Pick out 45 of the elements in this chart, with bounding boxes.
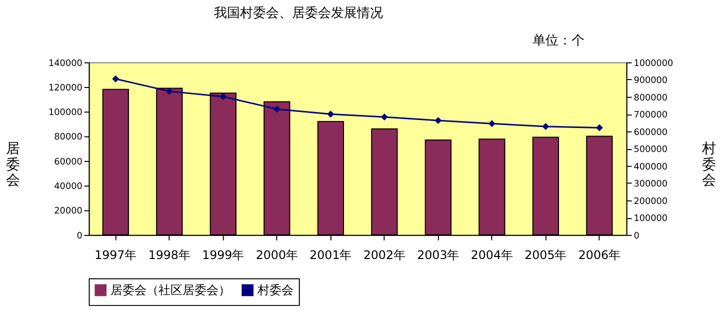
x-tick-label: 2003年: [417, 248, 460, 262]
point: [380, 114, 388, 121]
y-tick-label: 60000: [54, 157, 83, 168]
y2-axis-title: 村委会: [700, 141, 716, 189]
point: [488, 120, 496, 128]
y-tick-label: 100000: [48, 108, 83, 118]
y-tick-label: 40000: [54, 182, 83, 192]
y2-tick-label: 800000: [634, 93, 668, 104]
x-tick-label: 2005年: [524, 248, 567, 262]
point: [542, 123, 550, 130]
x-tick-label: 2001年: [310, 248, 352, 262]
x-tick-label: 1999年: [202, 248, 244, 262]
y2-tick-label: 100000: [634, 214, 668, 224]
y-tick-label: 120000: [48, 83, 83, 94]
y2-tick-label: 300000: [634, 180, 668, 190]
y2-tick-label: 700000: [634, 110, 668, 121]
y2-tick-label: 900000: [634, 76, 668, 86]
point: [434, 116, 442, 124]
point: [112, 75, 120, 82]
legend-label: 居委会（社区居委会）: [110, 283, 230, 298]
legend-label: 村委会: [256, 283, 294, 298]
y2-tick-label: 0: [634, 231, 640, 242]
y2-tick-label: 600000: [634, 128, 668, 138]
x-tick-label: 1998年: [148, 248, 190, 262]
point: [220, 93, 227, 100]
y-tick-label: 140000: [48, 58, 83, 69]
y-tick-label: 80000: [54, 132, 83, 143]
x-tick-label: 2006年: [578, 248, 620, 262]
point: [327, 110, 334, 118]
x-tick-label: 2004年: [470, 248, 513, 262]
x-tick-label: 2000年: [256, 248, 298, 262]
x-tick-label: 1997年: [94, 248, 137, 262]
point: [273, 106, 280, 113]
point: [166, 88, 173, 95]
y2-tick-label: 400000: [634, 162, 668, 172]
chart-title: 我国村委会、居委会发展情况: [214, 6, 383, 21]
x-tick-label: 2002年: [363, 248, 406, 262]
text: 单位：个: [532, 34, 585, 49]
y-axis-title: 居委会: [6, 141, 20, 189]
y-tick-label: 0: [76, 231, 83, 242]
y2-tick-label: 200000: [634, 196, 668, 207]
y2-tick-label: 1000000: [634, 58, 674, 69]
y2-tick-label: 500000: [634, 145, 668, 156]
y-tick-label: 20000: [54, 206, 83, 217]
point: [596, 124, 603, 132]
